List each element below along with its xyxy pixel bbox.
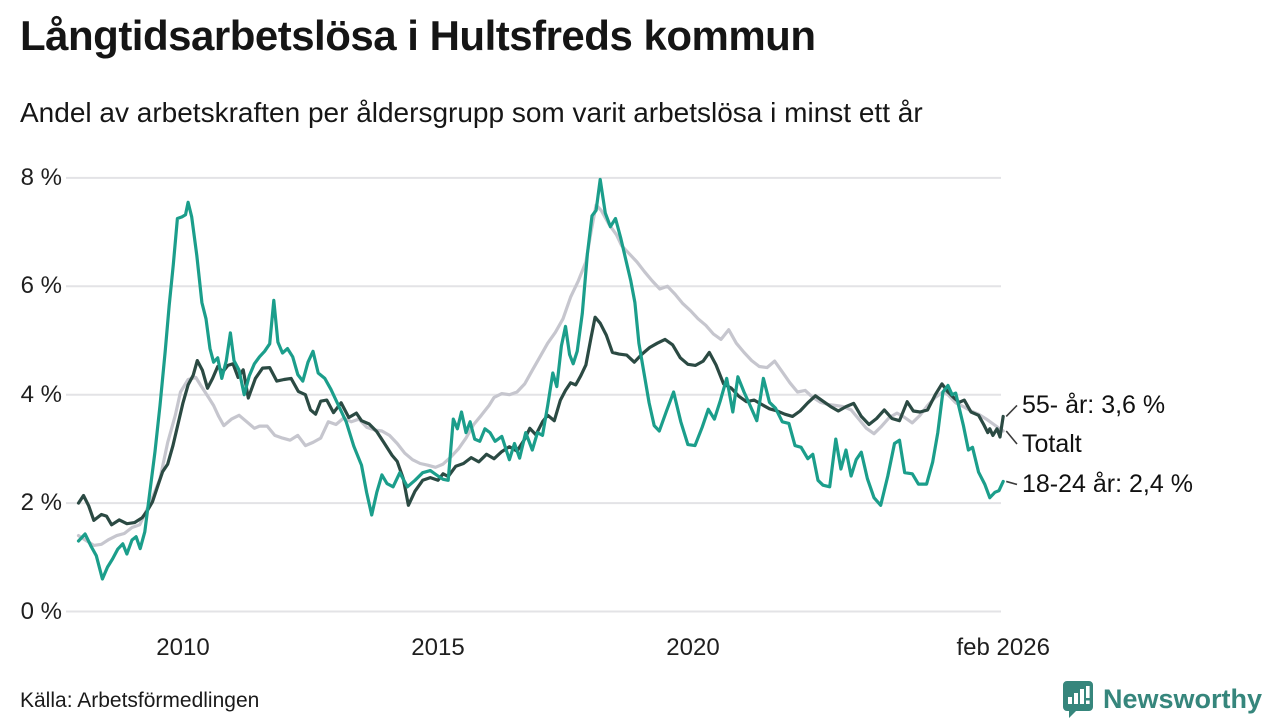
series-line-18-24år: [76, 177, 1005, 581]
chart-subtitle: Andel av arbetskraften per åldersgrupp s…: [20, 97, 923, 128]
label-connector-lines: [1005, 404, 1018, 486]
series-end-label-Totalt: Totalt: [1022, 430, 1082, 458]
gridlines: [66, 176, 1001, 613]
x-tick-label: 2015: [411, 634, 465, 661]
x-tick-label: 2020: [666, 634, 720, 661]
connector-line: [1005, 430, 1018, 445]
logo-wordmark: Newsworthy: [1102, 683, 1262, 714]
newsworthy-bubble-icon: [1062, 681, 1093, 718]
page-title: Långtidsarbetslösa i Hultsfreds kommun: [20, 12, 816, 59]
y-tick-label: 4 %: [20, 380, 62, 408]
series-line-Totalt: [76, 203, 1005, 548]
series-end-label-18-24år: 18-24 år: 2,4 %: [1022, 470, 1193, 499]
connector-line: [1006, 480, 1018, 486]
y-tick-label: 2 %: [20, 489, 62, 517]
y-tick-label: 8 %: [20, 163, 62, 191]
y-tick-label: 6 %: [20, 272, 62, 300]
source-note: Källa: Arbetsförmedlingen: [20, 689, 260, 712]
y-tick-label: 0 %: [20, 597, 62, 625]
series-line-55-år: [76, 315, 1005, 527]
series-end-label-55-år: 55- år: 3,6 %: [1022, 391, 1166, 420]
connector-line: [1005, 404, 1018, 417]
newsworthy-logo: Newsworthy: [1061, 679, 1262, 719]
x-tick-label: 2010: [156, 634, 210, 661]
chart-series: [76, 177, 1005, 581]
x-tick-label: feb 2026: [956, 634, 1050, 661]
